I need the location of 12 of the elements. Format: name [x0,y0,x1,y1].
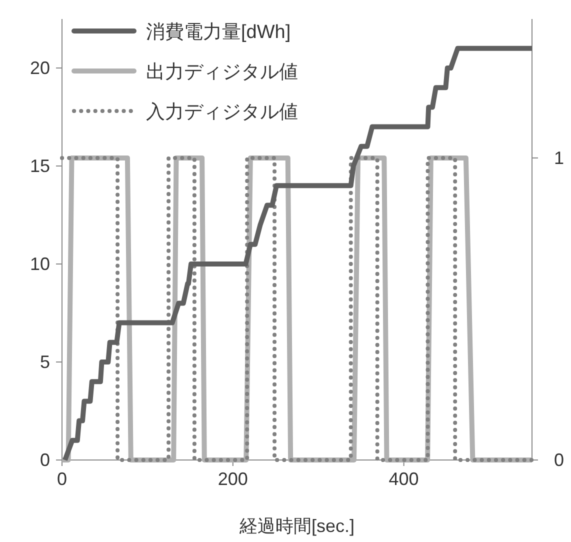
x-tick-label: 0 [56,469,68,489]
y-tick-label: 10 [30,254,50,274]
x-tick-label: 400 [388,469,419,489]
y-tick-label: 15 [30,156,50,176]
y2-tick-label: 0 [554,450,564,470]
y-tick-label: 0 [40,450,50,470]
y-tick-label: 20 [30,58,50,78]
y-tick-label: 5 [40,352,50,372]
x-tick-label: 200 [218,469,248,489]
x-axis-title: 経過時間[sec.] [238,516,355,536]
legend-label: 消費電力量[dWh] [146,22,291,43]
y2-tick-label: 1 [554,148,564,168]
